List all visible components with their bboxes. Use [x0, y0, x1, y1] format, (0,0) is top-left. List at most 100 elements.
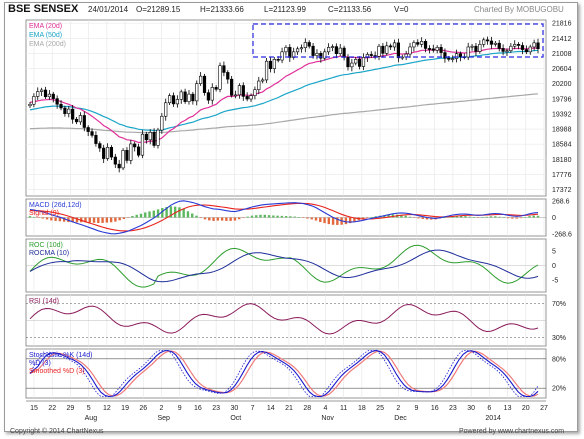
quote-close: C=21133.56	[328, 5, 372, 14]
date-tick-label: 23	[449, 405, 457, 412]
macd-histogram-bar	[109, 217, 113, 223]
macd-histogram-bar	[498, 216, 501, 218]
candle-body	[148, 132, 152, 141]
candle-body	[408, 46, 412, 55]
date-tick-label: 16	[194, 405, 202, 412]
candle-body	[478, 44, 482, 52]
rsi-line	[29, 303, 539, 335]
macd-histogram-bar	[408, 216, 412, 218]
macd-histogram-bar	[225, 217, 228, 221]
candle-body	[71, 108, 75, 120]
candle-body	[136, 146, 141, 156]
candle-body	[43, 89, 48, 98]
date-tick-label: 6	[487, 405, 491, 412]
macd-histogram-bar	[199, 217, 202, 218]
macd-histogram-bar	[314, 217, 318, 221]
macd-histogram-bar	[135, 214, 138, 218]
macd-histogram-bar	[468, 216, 471, 218]
candle-body	[323, 51, 327, 59]
date-tick-label: 11	[340, 405, 347, 412]
candle-body	[520, 45, 525, 50]
candle-body	[369, 54, 373, 56]
chart-title: BSE SENSEX	[8, 3, 79, 15]
candle-body	[82, 115, 86, 128]
candle-body	[164, 102, 168, 117]
macd-histogram-bar	[37, 217, 40, 218]
candle-body	[466, 46, 470, 58]
macd-histogram-bar	[191, 213, 194, 218]
ema50-line	[29, 49, 539, 132]
candle-body	[105, 147, 110, 159]
macd-histogram-bar	[366, 217, 369, 218]
macd-histogram-bar	[54, 217, 57, 221]
candle-body	[206, 92, 210, 101]
candle-body	[187, 93, 191, 102]
macd-histogram-bar	[246, 216, 249, 218]
candle-body	[55, 98, 59, 105]
price-tick-label: 21008	[552, 51, 572, 58]
price-tick-label: 17372	[552, 187, 572, 194]
macd-histogram-bar	[519, 217, 523, 219]
month-label: Dec	[394, 415, 407, 422]
candle-body	[528, 46, 532, 53]
macd-histogram-bar	[144, 212, 147, 218]
candle-body	[268, 60, 273, 69]
macd-histogram-bar	[494, 216, 497, 218]
stoch-legend-item: Stochastic %K (14d)	[29, 352, 92, 359]
macd-histogram-bar	[310, 217, 313, 220]
powered-by-text: Powered by www.chartnexus.com	[459, 428, 565, 435]
macd-histogram-bar	[220, 217, 224, 221]
candle-body	[125, 150, 129, 161]
price-legend-item: EMA (20d)	[29, 23, 62, 30]
candle-body	[392, 42, 397, 48]
macd-histogram-bar	[169, 206, 173, 218]
macd-histogram-bar	[250, 215, 254, 218]
macd-histogram-bar	[182, 208, 185, 218]
ema20-line	[29, 47, 538, 144]
month-label: Nov	[321, 415, 334, 422]
macd-histogram-bar	[344, 217, 348, 225]
date-tick-label: 9	[415, 405, 419, 412]
date-tick-label: 4	[323, 405, 327, 412]
chart-footer: Copyright © 2014 ChartNexus Powered by w…	[4, 428, 576, 438]
rsi-legend-item: RSI (14d)	[29, 298, 59, 305]
candle-body	[214, 87, 218, 90]
macd-histogram-bar	[28, 216, 32, 218]
price-tick-label: 17776	[552, 172, 572, 179]
macd-histogram-bar	[276, 215, 279, 218]
date-tick-label: 29	[67, 405, 75, 412]
candle-body	[338, 47, 342, 55]
candle-body	[493, 42, 497, 45]
macd-histogram-bar	[327, 217, 331, 225]
stoch-tick-label: 20%	[552, 386, 566, 393]
macd-histogram-bar	[302, 217, 305, 218]
candle-body	[350, 62, 354, 68]
macd-histogram-bar	[50, 217, 53, 221]
candle-body	[447, 57, 451, 60]
macd-histogram-bar	[353, 217, 356, 222]
macd-histogram-bar	[216, 217, 220, 221]
macd-histogram-bar	[62, 217, 66, 222]
candle-body	[474, 45, 478, 52]
candle-body	[117, 163, 121, 169]
candle-body	[129, 143, 133, 161]
stoch-legend-item: %D (3)	[29, 360, 51, 367]
macd-histogram-bar	[280, 215, 284, 218]
macd-histogram-bar	[459, 215, 463, 218]
macd-histogram-bar	[293, 216, 296, 218]
candle-body	[280, 51, 284, 61]
macd-histogram-bar	[472, 217, 476, 218]
macd-histogram-bar	[425, 217, 429, 220]
candle-body	[319, 53, 323, 59]
macd-histogram-bar	[536, 215, 540, 218]
macd-histogram-bar	[84, 217, 87, 223]
signal-legend-item: Signal (9)	[29, 210, 59, 217]
macd-histogram-bar	[523, 217, 527, 218]
macd-histogram-bar	[139, 213, 143, 218]
candle-body	[257, 80, 261, 90]
date-tick-label: 28	[303, 405, 311, 412]
macd-line	[29, 200, 539, 235]
macd-histogram-bar	[284, 216, 288, 218]
macd-histogram-bar	[101, 217, 104, 223]
macd-histogram-bar	[511, 217, 514, 219]
